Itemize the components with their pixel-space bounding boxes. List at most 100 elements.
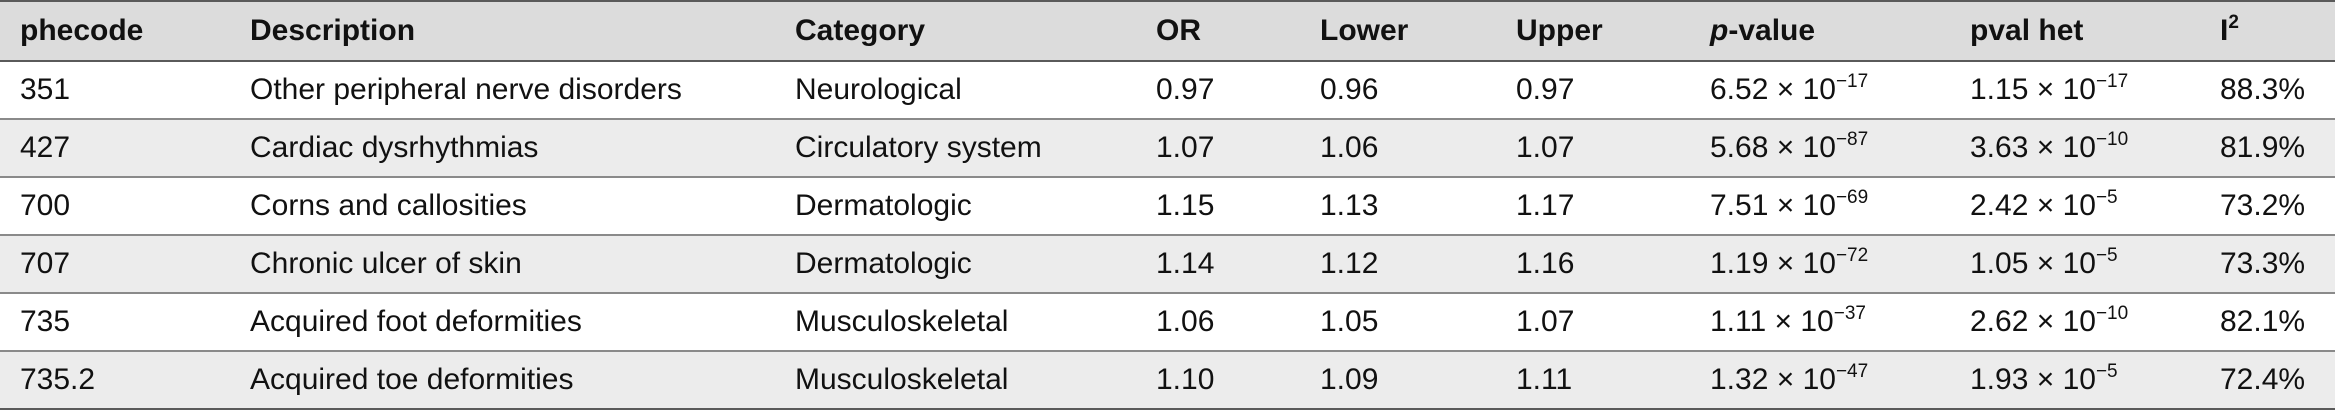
cell-or: 0.97 [1156, 73, 1215, 106]
cell-pvalue: 6.52 × 10−17 [1690, 61, 1950, 119]
pval-het-mantissa: 1.93 × 10 [1970, 363, 2096, 396]
cell-phecode: 351 [20, 73, 71, 106]
header-i2-superscript: 2 [2228, 12, 2239, 33]
cell-pval-het: 1.93 × 10−5 [1950, 351, 2200, 409]
pval-het-mantissa: 3.63 × 10 [1970, 131, 2096, 164]
table-row: 700 Corns and callosities Dermatologic 1… [0, 177, 2335, 235]
cell-upper: 1.16 [1516, 247, 1575, 280]
cell-phecode: 427 [20, 131, 71, 164]
header-i2-base: I [2220, 14, 2229, 47]
cell-lower: 1.05 [1320, 305, 1379, 338]
cell-pval-het: 3.63 × 10−10 [1950, 119, 2200, 177]
cell-upper: 1.11 [1516, 363, 1573, 396]
cell-lower: 1.13 [1320, 189, 1379, 222]
pvalue-exponent: −47 [1835, 361, 1869, 382]
cell-pvalue: 7.51 × 10−69 [1690, 177, 1950, 235]
header-phecode: phecode [20, 14, 144, 47]
header-or: OR [1156, 14, 1201, 47]
pval-het-mantissa: 1.05 × 10 [1970, 247, 2096, 280]
pval-het-exponent: −17 [2095, 71, 2129, 92]
cell-i2: 73.3% [2220, 247, 2306, 280]
pval-het-mantissa: 2.62 × 10 [1970, 305, 2096, 338]
cell-pvalue: 5.68 × 10−87 [1690, 119, 1950, 177]
header-pvalue-p: p [1710, 14, 1729, 47]
pvalue-exponent: −17 [1835, 71, 1869, 92]
table-row: 351 Other peripheral nerve disorders Neu… [0, 61, 2335, 119]
cell-i2: 81.9% [2220, 131, 2306, 164]
cell-lower: 1.12 [1320, 247, 1379, 280]
cell-description: Corns and callosities [250, 189, 527, 222]
pval-het-mantissa: 2.42 × 10 [1970, 189, 2096, 222]
cell-category: Musculoskeletal [795, 305, 1009, 338]
pval-het-exponent: −10 [2095, 129, 2129, 150]
pvalue-exponent: −72 [1835, 245, 1869, 266]
cell-pval-het: 1.15 × 10−17 [1950, 61, 2200, 119]
cell-phecode: 700 [20, 189, 71, 222]
pval-het-exponent: −5 [2095, 361, 2118, 382]
header-row: phecode Description Category OR Lower Up… [0, 1, 2335, 61]
table-body: 351 Other peripheral nerve disorders Neu… [0, 61, 2335, 409]
header-description: Description [250, 14, 416, 47]
cell-description: Cardiac dysrhythmias [250, 131, 539, 164]
cell-pval-het: 2.42 × 10−5 [1950, 177, 2200, 235]
pvalue-mantissa: 1.11 × 10 [1710, 305, 1834, 338]
pval-het-exponent: −5 [2095, 245, 2118, 266]
header-pvalue-suffix: -value [1728, 14, 1816, 47]
cell-lower: 1.09 [1320, 363, 1379, 396]
cell-pval-het: 1.05 × 10−5 [1950, 235, 2200, 293]
cell-pvalue: 1.11 × 10−37 [1690, 293, 1950, 351]
cell-or: 1.06 [1156, 305, 1215, 338]
cell-pvalue: 1.19 × 10−72 [1690, 235, 1950, 293]
pvalue-exponent: −69 [1835, 187, 1869, 208]
table-row: 735.2 Acquired toe deformities Musculosk… [0, 351, 2335, 409]
cell-upper: 1.07 [1516, 305, 1575, 338]
pvalue-exponent: −37 [1833, 303, 1866, 324]
header-lower: Lower [1320, 14, 1409, 47]
cell-upper: 0.97 [1516, 73, 1575, 106]
cell-description: Acquired foot deformities [250, 305, 582, 338]
cell-lower: 1.06 [1320, 131, 1379, 164]
header-pval-het: pval het [1970, 14, 2084, 47]
cell-i2: 88.3% [2220, 73, 2306, 106]
cell-i2: 72.4% [2220, 363, 2306, 396]
cell-upper: 1.17 [1516, 189, 1575, 222]
cell-lower: 0.96 [1320, 73, 1379, 106]
cell-description: Other peripheral nerve disorders [250, 73, 682, 106]
cell-description: Acquired toe deformities [250, 363, 574, 396]
header-upper: Upper [1516, 14, 1603, 47]
cell-or: 1.14 [1156, 247, 1215, 280]
cell-description: Chronic ulcer of skin [250, 247, 522, 280]
cell-category: Neurological [795, 73, 962, 106]
cell-upper: 1.07 [1516, 131, 1575, 164]
table-row: 735 Acquired foot deformities Musculoske… [0, 293, 2335, 351]
header-i2: I2 [2200, 1, 2335, 61]
pvalue-mantissa: 1.32 × 10 [1710, 363, 1836, 396]
cell-or: 1.10 [1156, 363, 1215, 396]
cell-category: Circulatory system [795, 131, 1042, 164]
table-row: 427 Cardiac dysrhythmias Circulatory sys… [0, 119, 2335, 177]
cell-i2: 73.2% [2220, 189, 2306, 222]
pvalue-mantissa: 7.51 × 10 [1710, 189, 1836, 222]
cell-or: 1.15 [1156, 189, 1215, 222]
cell-category: Dermatologic [795, 189, 972, 222]
pvalue-mantissa: 6.52 × 10 [1710, 73, 1836, 106]
header-pvalue: p-value [1690, 1, 1950, 61]
pvalue-exponent: −87 [1835, 129, 1869, 150]
pval-het-mantissa: 1.15 × 10 [1970, 73, 2096, 106]
cell-i2: 82.1% [2220, 305, 2306, 338]
cell-or: 1.07 [1156, 131, 1215, 164]
pval-het-exponent: −5 [2095, 187, 2118, 208]
cell-phecode: 707 [20, 247, 71, 280]
pval-het-exponent: −10 [2095, 303, 2129, 324]
pvalue-mantissa: 1.19 × 10 [1710, 247, 1836, 280]
table-row: 707 Chronic ulcer of skin Dermatologic 1… [0, 235, 2335, 293]
cell-pval-het: 2.62 × 10−10 [1950, 293, 2200, 351]
header-category: Category [795, 14, 926, 47]
cell-pvalue: 1.32 × 10−47 [1690, 351, 1950, 409]
cell-phecode: 735.2 [20, 363, 96, 396]
cell-category: Musculoskeletal [795, 363, 1009, 396]
cell-phecode: 735 [20, 305, 71, 338]
pvalue-mantissa: 5.68 × 10 [1710, 131, 1836, 164]
